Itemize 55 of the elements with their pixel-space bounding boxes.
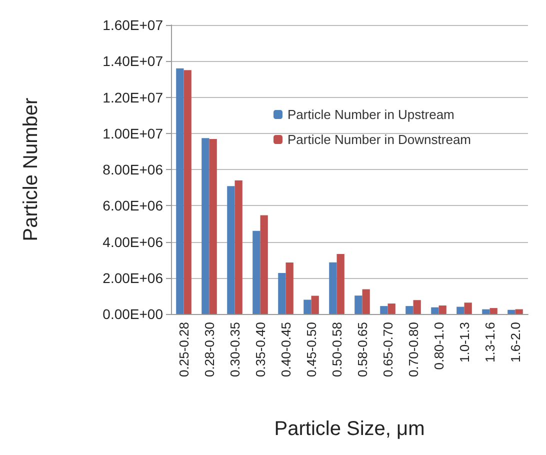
bar [209, 138, 217, 314]
bar [456, 306, 464, 314]
bar [234, 180, 242, 314]
bar [260, 215, 268, 314]
x-tick-label: 0.30-0.35 [227, 322, 242, 377]
x-tick-label: 0.45-0.50 [304, 322, 319, 377]
bar [438, 306, 446, 314]
x-tick-label: 1.6-2.0 [508, 322, 523, 362]
bar [464, 302, 472, 314]
bar [515, 309, 523, 314]
bar [354, 296, 362, 314]
bar [278, 273, 286, 314]
bar [431, 307, 439, 314]
y-tick-label: 1.40E+07 [102, 53, 164, 70]
bar [329, 262, 337, 314]
bar [304, 300, 312, 314]
legend-label: Particle Number in Downstream [287, 132, 472, 147]
bar [362, 289, 370, 314]
x-tick-label: 0.70-0.80 [406, 322, 421, 377]
bar [490, 308, 498, 314]
legend-label: Particle Number in Upstream [287, 107, 454, 122]
y-tick-label: 1.20E+07 [102, 89, 164, 106]
x-tick-label: 0.40-0.45 [278, 322, 294, 377]
bar [202, 138, 210, 314]
x-tick-label: 0.58-0.65 [354, 322, 370, 377]
x-tick-label: 0.50-0.58 [329, 322, 344, 377]
bar [406, 306, 414, 314]
y-tick-label: 1.60E+07 [102, 17, 164, 33]
x-tick-label: 0.28-0.30 [202, 322, 217, 377]
bar [336, 254, 344, 314]
y-tick-label: 1.00E+07 [102, 125, 164, 142]
x-tick-label: 0.65-0.70 [380, 322, 396, 377]
bar [176, 68, 184, 314]
y-tick-label: 0.00E+00 [102, 306, 164, 322]
bar [227, 186, 235, 314]
bar [482, 309, 490, 314]
bar [184, 70, 192, 314]
bar [380, 306, 388, 314]
x-tick-label: 1.3-1.6 [482, 322, 498, 362]
y-axis-title: Particle Number [20, 97, 42, 242]
x-tick-label: 0.80-1.0 [431, 322, 446, 370]
bar [286, 262, 294, 314]
bar [311, 296, 319, 314]
bar [388, 304, 396, 314]
y-tick-label: 6.00E+06 [102, 198, 164, 214]
bar [252, 230, 260, 314]
bar [508, 310, 516, 314]
bar [413, 300, 421, 314]
x-tick-label: 0.35-0.40 [252, 322, 268, 377]
y-tick-label: 2.00E+06 [102, 270, 164, 286]
x-axis-title: Particle Size, μm [274, 418, 425, 440]
x-tick-label: 1.0-1.3 [456, 322, 472, 362]
x-tick-label: 0.25-0.28 [176, 322, 192, 377]
y-tick-label: 8.00E+06 [102, 162, 164, 178]
y-tick-label: 4.00E+06 [102, 234, 164, 250]
